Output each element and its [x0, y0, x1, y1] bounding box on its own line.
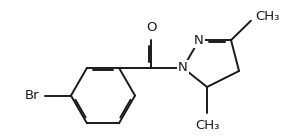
Text: CH₃: CH₃	[255, 10, 279, 23]
Text: N: N	[178, 61, 188, 74]
Text: O: O	[146, 21, 156, 34]
Text: N: N	[194, 34, 204, 47]
Text: Br: Br	[24, 89, 39, 102]
Text: CH₃: CH₃	[195, 119, 219, 132]
